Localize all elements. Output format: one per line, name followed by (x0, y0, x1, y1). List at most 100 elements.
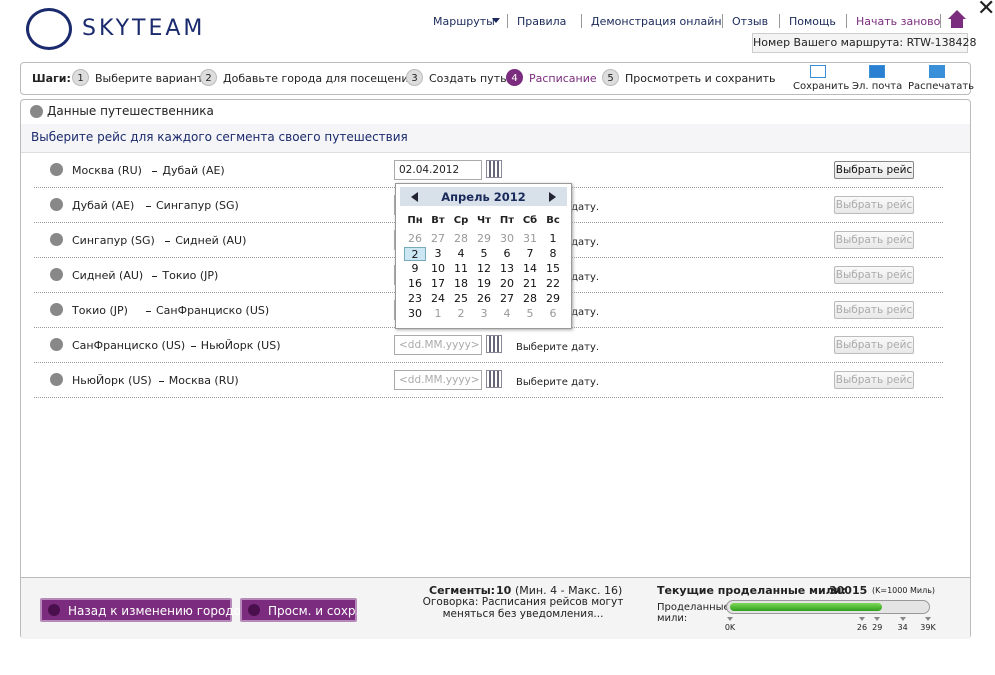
select-flight: Выбрать рейс (834, 231, 914, 249)
expand-icon[interactable] (50, 373, 63, 386)
date-input[interactable]: <dd.MM.yyyy> (394, 370, 482, 390)
calendar-day[interactable]: 27 (500, 292, 514, 305)
calendar-day[interactable]: 19 (477, 277, 491, 290)
calendar-day[interactable]: 16 (408, 277, 422, 290)
action-icon[interactable] (810, 65, 826, 78)
calendar-day[interactable]: 1 (434, 307, 442, 320)
home-body (951, 19, 963, 28)
expand-icon[interactable] (50, 163, 63, 176)
calendar-day[interactable]: 14 (523, 262, 537, 275)
step-label[interactable]: Выберите вариант (95, 72, 204, 85)
calendar-day[interactable]: 29 (477, 232, 491, 245)
expand-icon[interactable] (50, 303, 63, 316)
calendar-day[interactable]: 9 (411, 262, 419, 275)
expand-icon[interactable] (50, 268, 63, 281)
month-title: Апрель 2012 (441, 190, 526, 204)
step-number: 4 (506, 69, 523, 86)
next-month[interactable] (549, 192, 556, 202)
expand-icon[interactable] (50, 338, 63, 351)
step-label[interactable]: Расписание (529, 72, 597, 85)
calendar-day[interactable]: 17 (431, 277, 445, 290)
calendar-day[interactable]: 28 (523, 292, 537, 305)
calendar-day[interactable]: 29 (546, 292, 560, 305)
calendar-day[interactable]: 6 (503, 247, 511, 260)
steps-label: Шаги: (32, 72, 71, 85)
step-label[interactable]: Создать путь (429, 72, 507, 85)
nav-separator (507, 14, 508, 28)
close[interactable]: ✕ (977, 0, 995, 21)
calendar-day[interactable]: 30 (500, 232, 514, 245)
calendar-button[interactable] (486, 370, 502, 388)
panel (20, 99, 971, 639)
progress-tick-label: 29 (872, 623, 883, 632)
action-label[interactable]: Сохранить (793, 81, 850, 92)
calendar-day[interactable]: 5 (480, 247, 488, 260)
calendar-day[interactable]: 26 (408, 232, 422, 245)
date-input[interactable]: 02.04.2012 (394, 160, 482, 180)
calendar-day[interactable]: 25 (454, 292, 468, 305)
select-flight[interactable]: Выбрать рейс (834, 161, 914, 179)
calendar-day[interactable]: 18 (454, 277, 468, 290)
calendar-day[interactable]: 11 (454, 262, 468, 275)
calendar-day[interactable]: 5 (526, 307, 534, 320)
calendar-day[interactable]: 24 (431, 292, 445, 305)
logo-mark (26, 8, 72, 50)
step-label[interactable]: Просмотреть и сохранить (625, 72, 776, 85)
nav-link[interactable]: Отзыв (732, 15, 769, 28)
calendar-day[interactable]: 26 (477, 292, 491, 305)
calendar-day[interactable]: 30 (408, 307, 422, 320)
action-icon[interactable] (929, 65, 945, 78)
progress-fill (730, 603, 883, 611)
calendar-button[interactable] (486, 160, 502, 178)
prev-month[interactable] (411, 192, 418, 202)
calendar-day[interactable]: 21 (523, 277, 537, 290)
select-flight: Выбрать рейс (834, 371, 914, 389)
calendar-day[interactable]: 7 (526, 247, 534, 260)
calendar-day[interactable]: 28 (454, 232, 468, 245)
collapse-icon[interactable] (30, 105, 43, 118)
progress-tick (925, 617, 931, 624)
weekday: Сб (522, 215, 538, 226)
calendar-day[interactable]: 10 (431, 262, 445, 275)
calendar-day[interactable]: 22 (546, 277, 560, 290)
nav-link[interactable]: Демонстрация онлайн (591, 15, 722, 28)
calendar-day[interactable]: 8 (549, 247, 557, 260)
nav-link[interactable]: Маршруты (433, 15, 495, 28)
footer-button[interactable]: Назад к изменению городов (40, 598, 248, 622)
calendar-day[interactable]: 13 (500, 262, 514, 275)
route-to: Сидней (AU) (175, 234, 247, 247)
calendar-day[interactable]: 23 (408, 292, 422, 305)
calendar-day[interactable]: 2 (457, 307, 465, 320)
segments-range: (Мин. 4 - Макс. 16) (515, 584, 623, 597)
calendar-day[interactable]: 3 (434, 247, 442, 260)
action-icon[interactable] (869, 65, 885, 78)
route-dash (146, 206, 151, 207)
nav-link[interactable]: Начать заново (856, 15, 941, 28)
calendar-day[interactable]: 4 (503, 307, 511, 320)
calendar-day[interactable]: 31 (523, 232, 537, 245)
calendar-button[interactable] (486, 335, 502, 353)
step-label[interactable]: Добавьте города для посещения (223, 72, 416, 85)
calendar-day[interactable]: 12 (477, 262, 491, 275)
progress-tick (874, 617, 881, 624)
calendar-day[interactable]: 1 (549, 232, 557, 245)
home-icon[interactable] (948, 10, 966, 19)
calendar-day[interactable]: 20 (500, 277, 514, 290)
date-input[interactable]: <dd.MM.yyyy> (394, 335, 482, 355)
expand-icon[interactable] (50, 233, 63, 246)
route-from: Токио (JP) (72, 304, 128, 317)
action-label[interactable]: Распечатать (908, 81, 975, 92)
action-label[interactable]: Эл. почта (852, 81, 903, 92)
calendar-day[interactable]: 3 (480, 307, 488, 320)
route-from: Дубай (AE) (72, 199, 135, 212)
calendar-day[interactable]: 2 (404, 247, 426, 261)
calendar-day[interactable]: 15 (546, 262, 560, 275)
section-title: Данные путешественника (47, 104, 214, 118)
calendar-day[interactable]: 27 (431, 232, 445, 245)
footer-button[interactable]: Просм. и сохр. (240, 598, 359, 622)
nav-link[interactable]: Правила (517, 15, 567, 28)
calendar-day[interactable]: 4 (457, 247, 465, 260)
nav-link[interactable]: Помощь (789, 15, 836, 28)
calendar-day[interactable]: 6 (549, 307, 557, 320)
expand-icon[interactable] (50, 198, 63, 211)
